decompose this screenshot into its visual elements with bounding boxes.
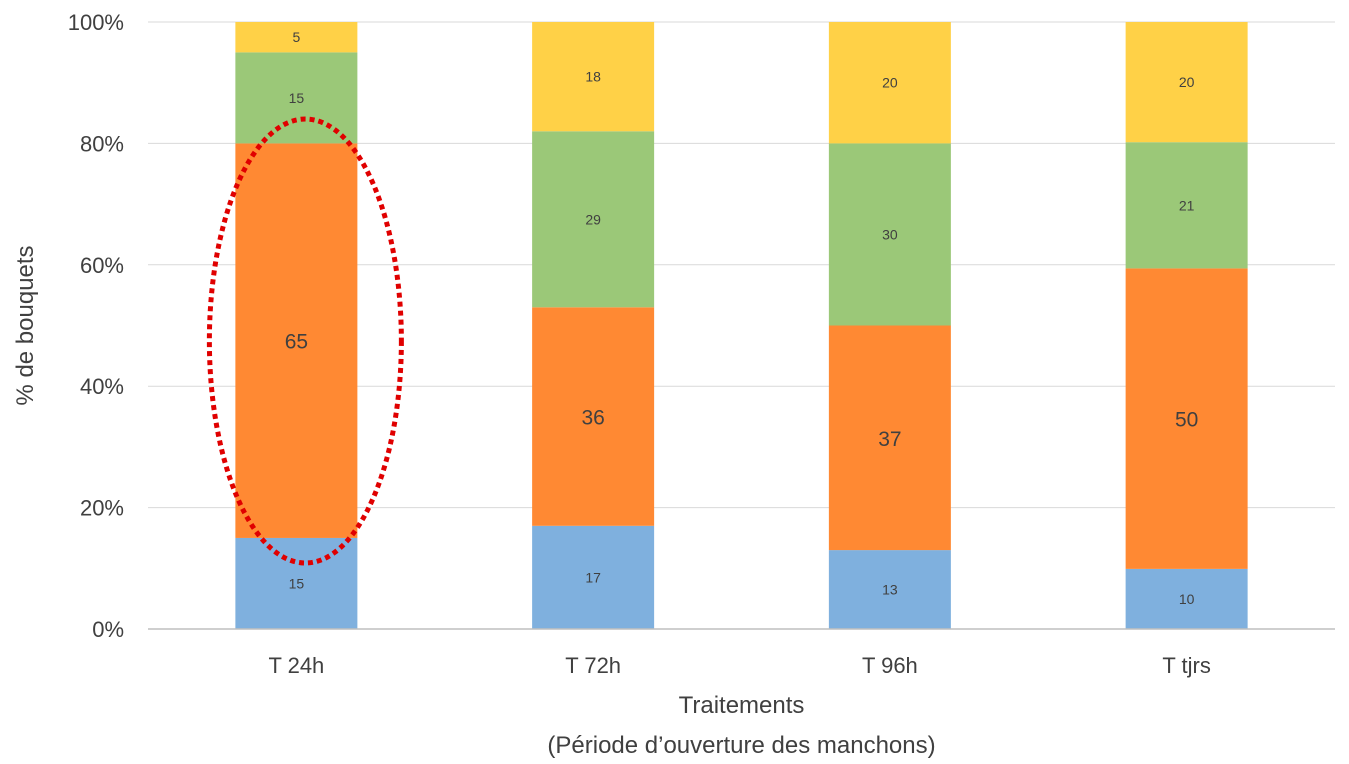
highlight-ellipse xyxy=(206,116,404,566)
data-label: 15 xyxy=(289,90,305,106)
bar-segment xyxy=(828,550,951,629)
bar-segment xyxy=(828,22,951,144)
bar-segment xyxy=(1125,22,1248,143)
y-tick-label: 40% xyxy=(80,374,124,399)
bars xyxy=(235,22,1248,629)
bar-segment xyxy=(1125,568,1248,629)
bar-segment xyxy=(532,525,655,629)
data-label: 29 xyxy=(585,211,601,227)
y-tick-label: 80% xyxy=(80,131,124,156)
bar-segment xyxy=(1125,268,1248,569)
data-label: 21 xyxy=(1179,197,1195,213)
data-label: 65 xyxy=(285,331,308,354)
segment-labels: 15 65 15 5 17 36 29 18 13 37 30 20 10 50 21 20 xyxy=(285,29,1199,607)
bar-segment xyxy=(828,325,951,551)
bar-segment xyxy=(1125,142,1248,269)
data-label: 10 xyxy=(1179,591,1195,607)
bar-segment xyxy=(235,52,358,144)
y-tick-label: 20% xyxy=(80,496,124,521)
bar-segment xyxy=(235,143,358,538)
data-label: 30 xyxy=(882,226,898,242)
data-label: 50 xyxy=(1175,409,1198,432)
x-tick-label: T 24h xyxy=(268,653,324,678)
bar-segment xyxy=(532,22,655,132)
y-tick-labels: 0% 20% 40% 60% 80% 100% xyxy=(68,10,124,642)
bar-segment xyxy=(532,131,655,308)
x-tick-label: T 72h xyxy=(565,653,621,678)
y-axis-title: % de bouquets xyxy=(12,245,39,405)
x-axis-subtitle: (Période d’ouverture des manchons) xyxy=(547,732,935,759)
bar-segment xyxy=(235,22,358,53)
y-tick-label: 60% xyxy=(80,253,124,278)
data-label: 37 xyxy=(878,428,901,451)
x-tick-label: T tjrs xyxy=(1162,653,1210,678)
data-label: 36 xyxy=(581,407,604,430)
data-label: 5 xyxy=(292,29,300,45)
bar-segment xyxy=(532,307,655,526)
data-label: 18 xyxy=(585,69,601,85)
y-tick-label: 100% xyxy=(68,10,124,35)
y-tick-label: 0% xyxy=(92,617,124,642)
x-tick-labels: T 24h T 72h T 96h T tjrs xyxy=(268,653,1210,678)
data-label: 20 xyxy=(1179,74,1195,90)
x-axis-title: Traitements xyxy=(679,692,805,719)
x-tick-label: T 96h xyxy=(862,653,918,678)
data-label: 15 xyxy=(289,575,305,591)
bar-segment xyxy=(828,143,951,326)
data-label: 17 xyxy=(585,569,601,585)
data-label: 13 xyxy=(882,582,898,598)
data-label: 20 xyxy=(882,75,898,91)
